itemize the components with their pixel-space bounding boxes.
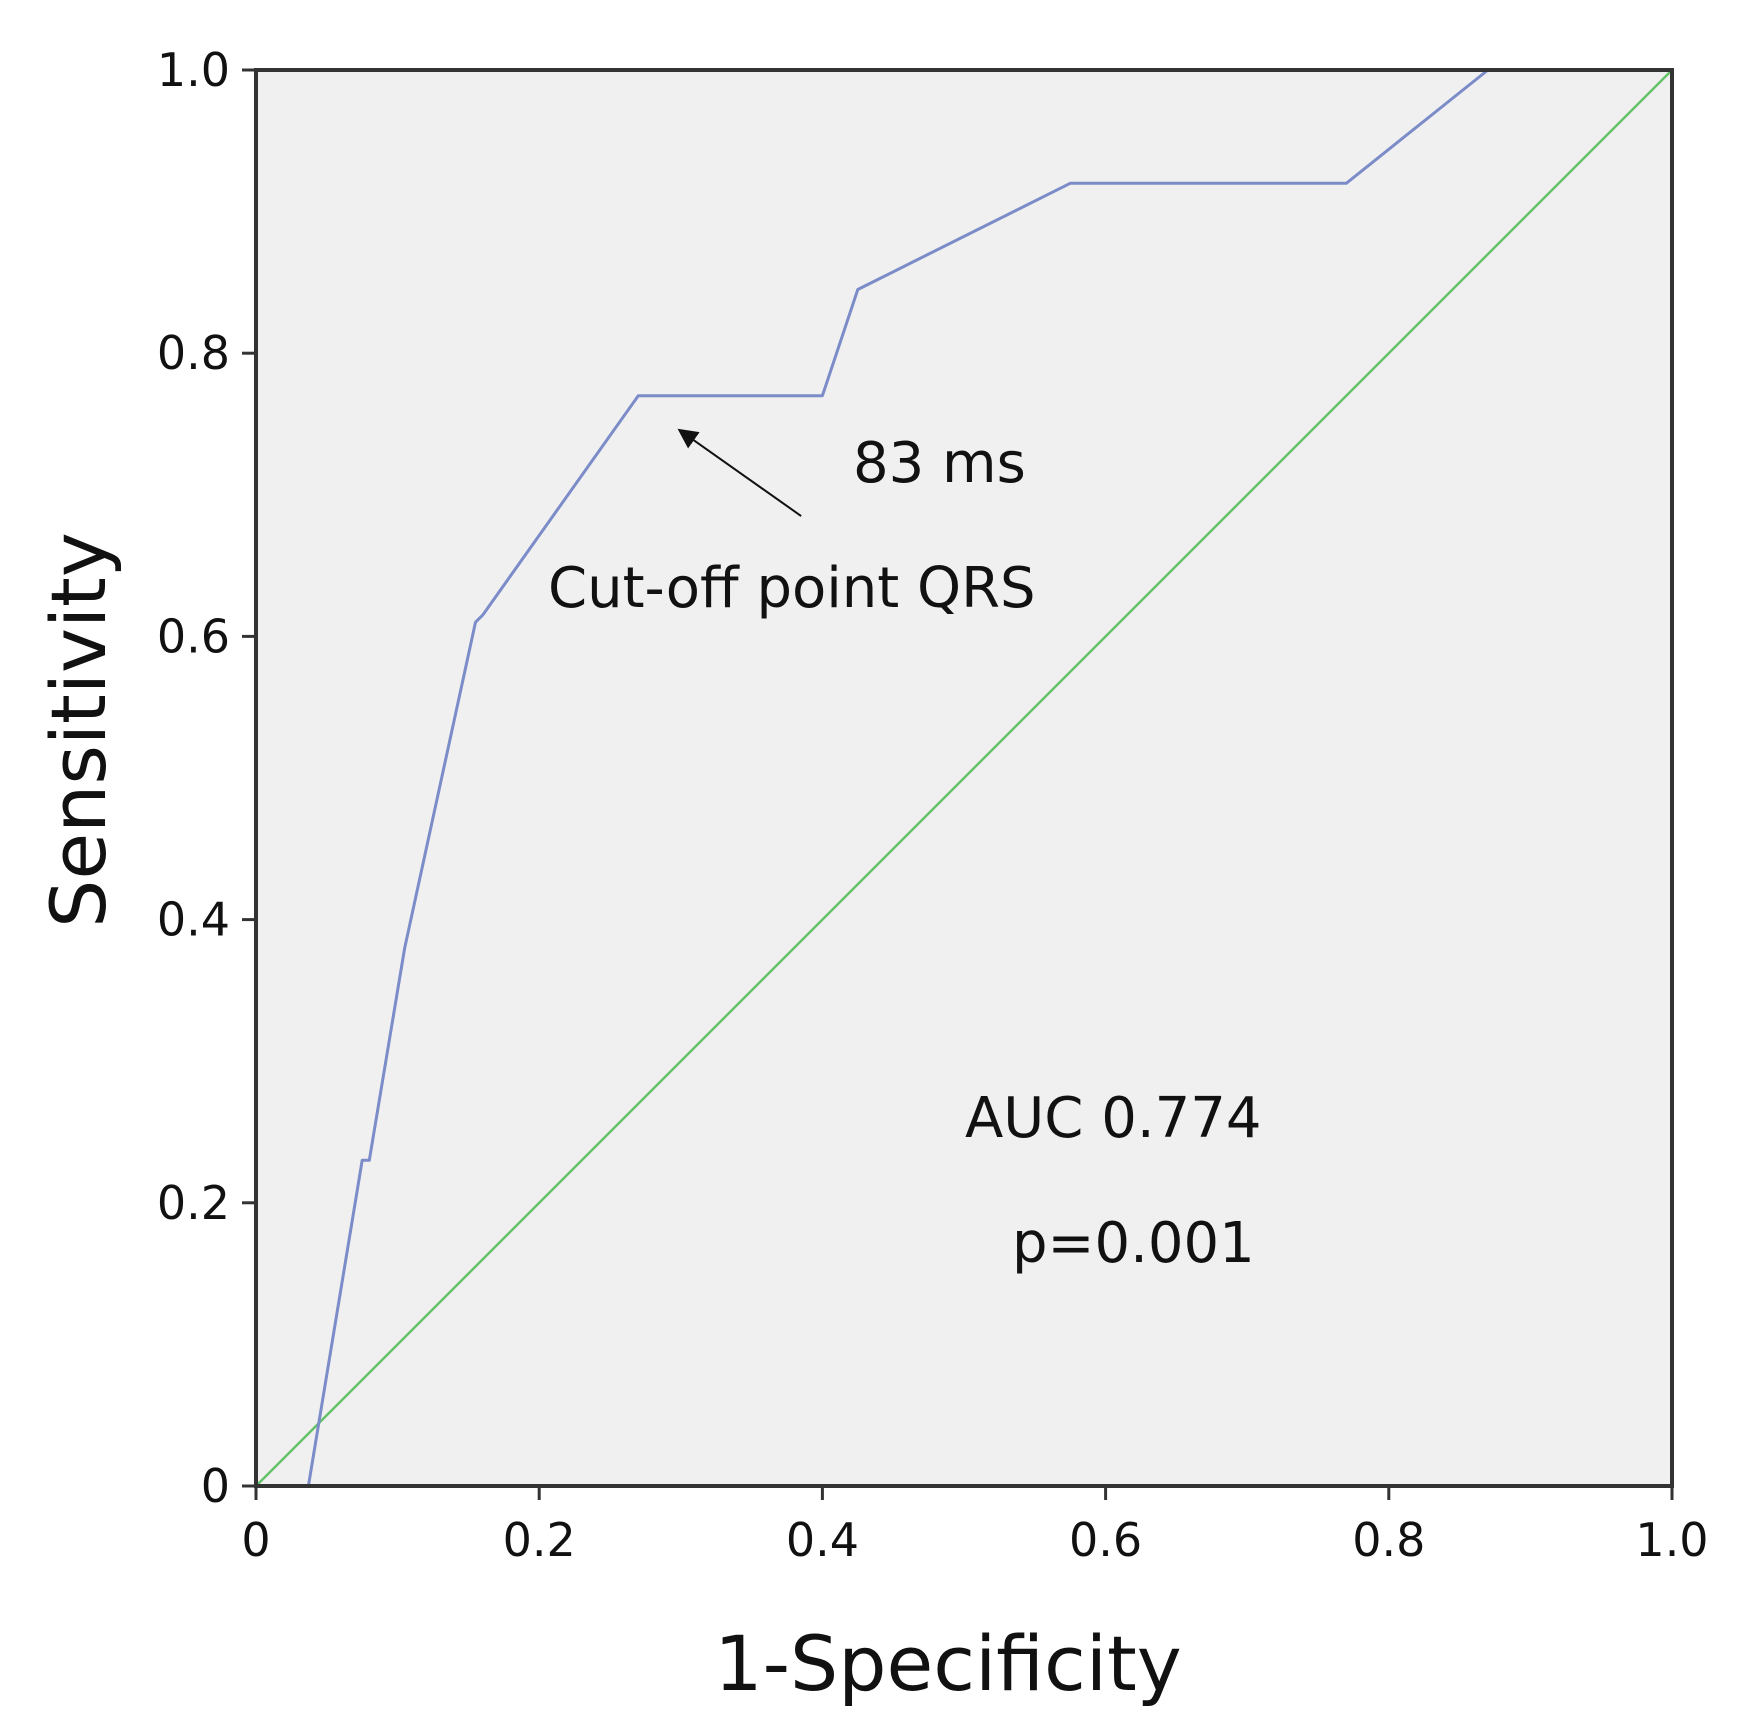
y-axis-title: Sensitivity — [34, 532, 123, 928]
y-tick-label: 0.2 — [157, 1176, 230, 1230]
reference-line — [255, 69, 1673, 1487]
x-axis-title: 1-Specificity — [714, 1619, 1181, 1708]
y-tick-label: 0.4 — [157, 893, 230, 947]
x-tick-label: 0.2 — [503, 1513, 576, 1567]
auc-label: AUC 0.774 — [965, 1086, 1262, 1151]
roc-curve-line — [256, 68, 1672, 1488]
x-axis-ticks: 0 0.2 0.4 0.6 0.8 1.0 — [241, 1486, 1709, 1567]
y-tick-label: 0.8 — [157, 326, 230, 380]
y-tick-label: 0.6 — [157, 609, 230, 663]
y-axis-ticks: 0 0.2 0.4 0.6 0.8 1.0 — [157, 43, 256, 1513]
x-tick-label: 1.0 — [1635, 1513, 1708, 1567]
x-tick-label: 0.8 — [1352, 1513, 1425, 1567]
plot-frame — [254, 68, 1674, 1488]
cutoff-arrow — [677, 428, 802, 517]
x-tick-label: 0.6 — [1069, 1513, 1142, 1567]
x-tick-label: 0.4 — [786, 1513, 859, 1567]
cutoff-value-label: 83 ms — [853, 431, 1026, 496]
cutoff-point-label: Cut-off point QRS — [548, 556, 1036, 621]
p-value-label: p=0.001 — [1012, 1211, 1255, 1276]
y-tick-label: 1.0 — [157, 43, 230, 97]
y-tick-label: 0 — [201, 1459, 230, 1513]
x-tick-label: 0 — [241, 1513, 270, 1567]
